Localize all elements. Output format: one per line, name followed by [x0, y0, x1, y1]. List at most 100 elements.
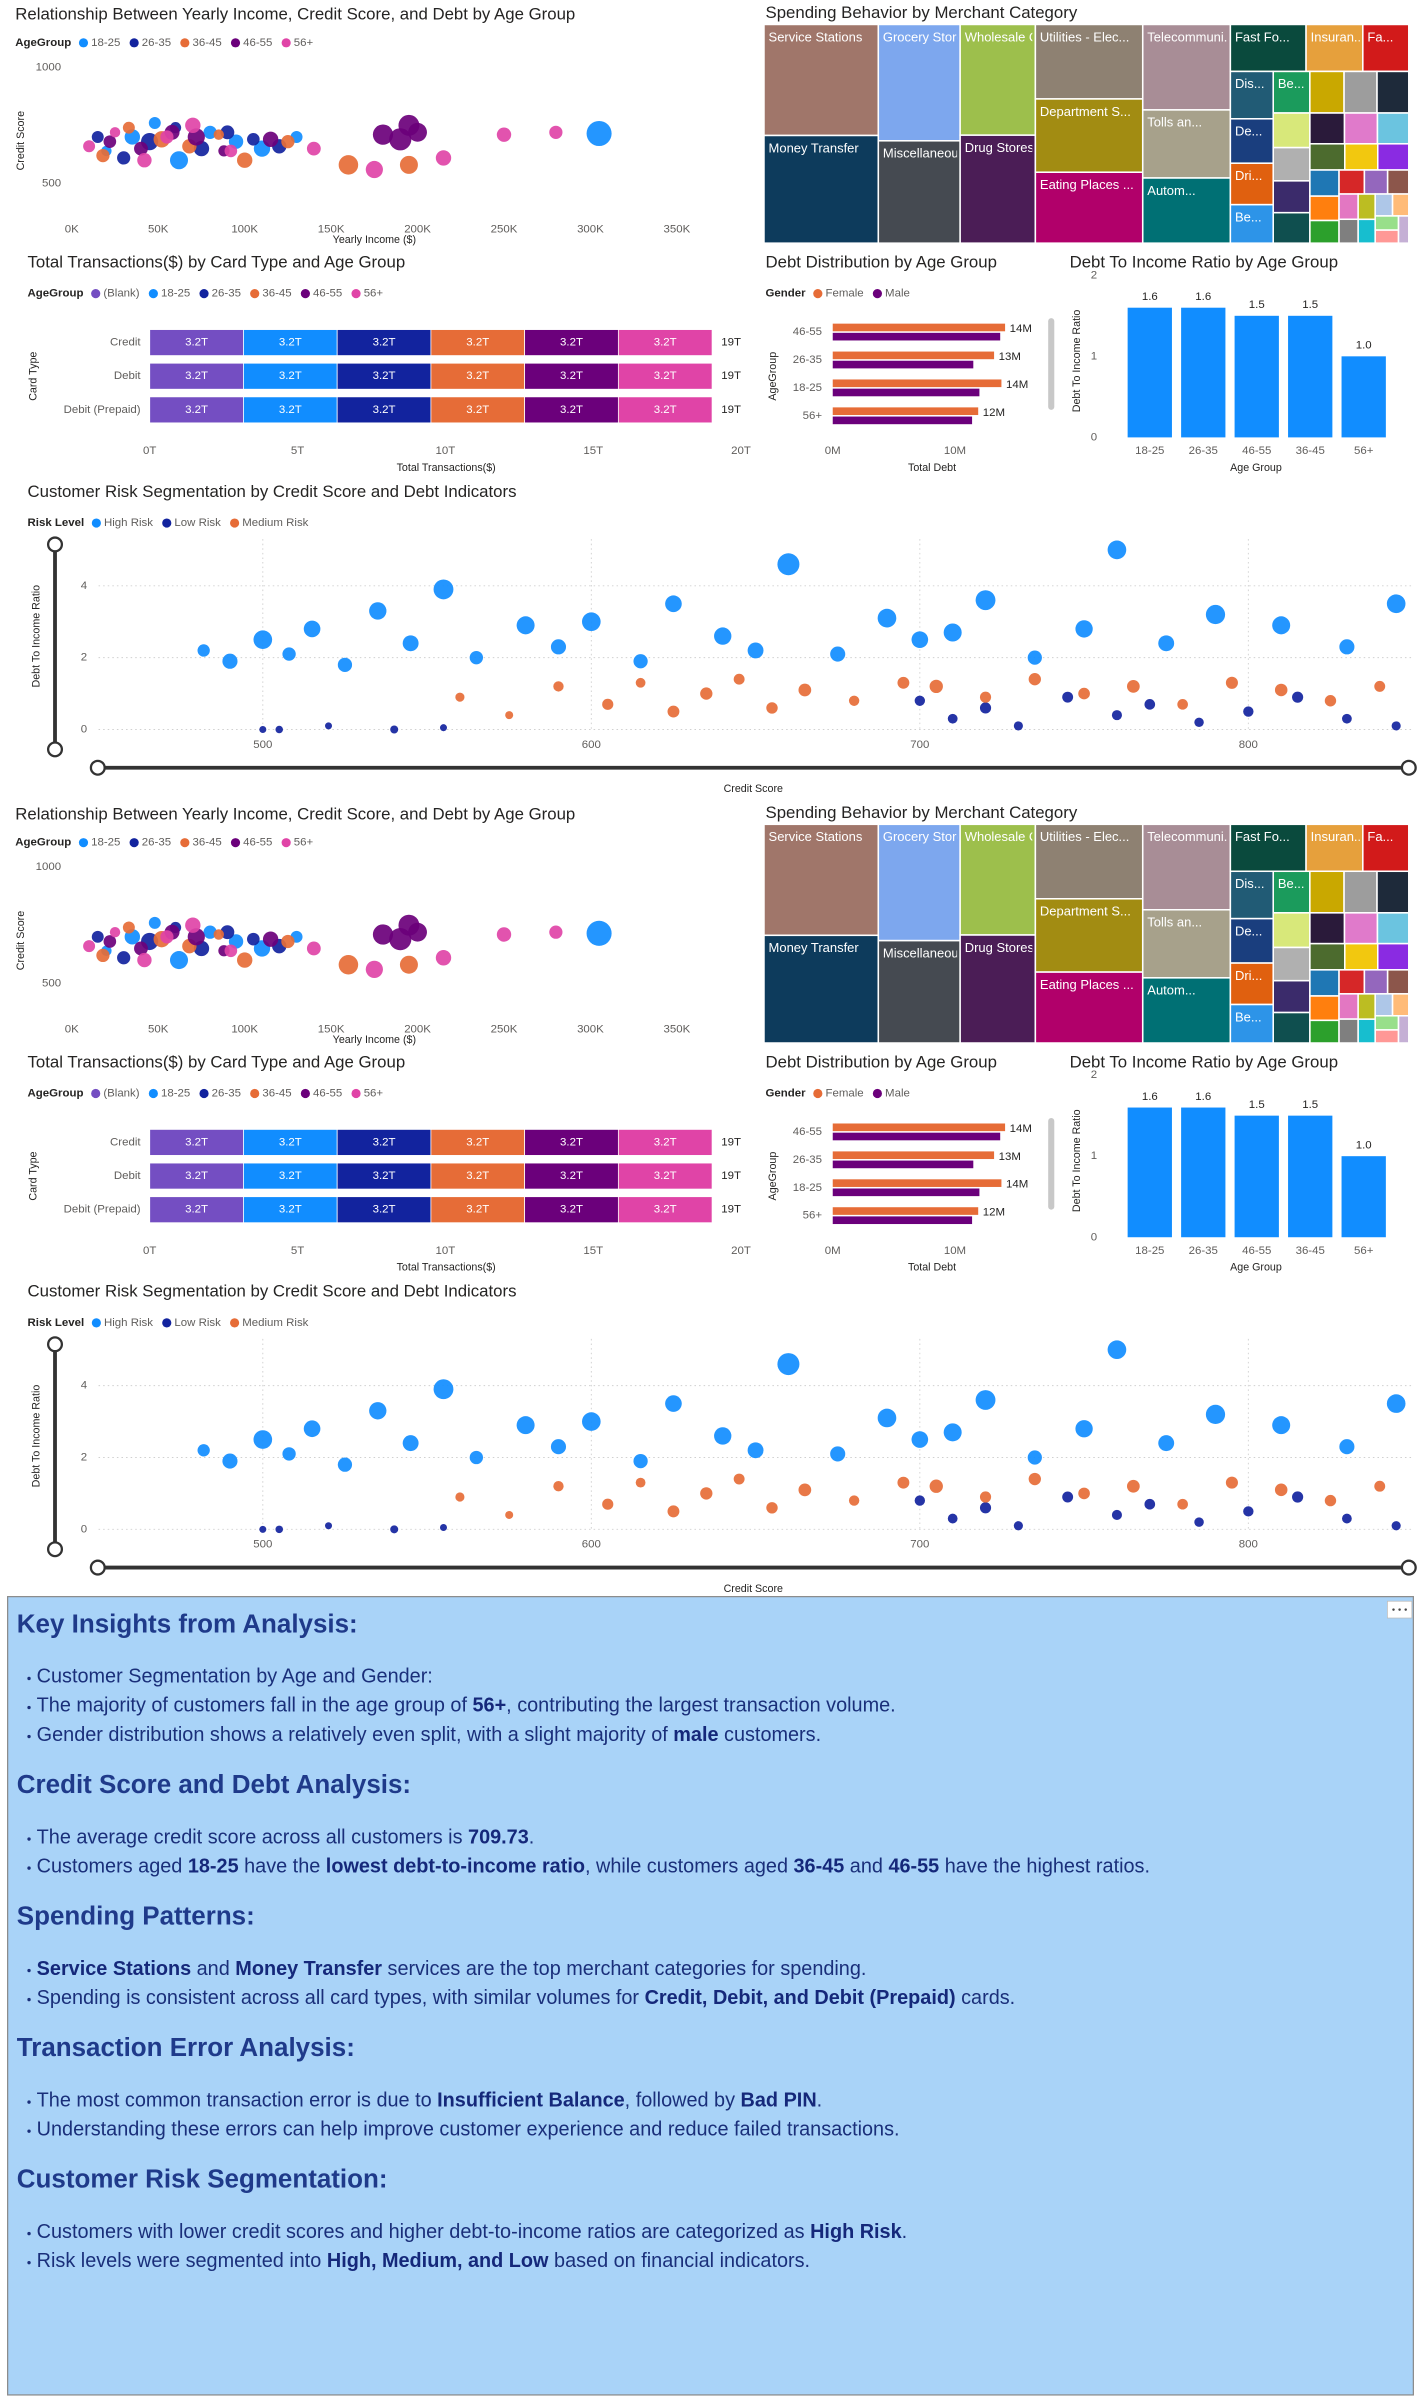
- treemap-tile[interactable]: [1338, 169, 1366, 195]
- treemap-tile[interactable]: [1309, 195, 1340, 222]
- treemap-tile[interactable]: [1391, 993, 1410, 1017]
- treemap-tile[interactable]: [1376, 70, 1410, 114]
- treemap-tile[interactable]: [1309, 169, 1340, 197]
- treemap-tile[interactable]: [1309, 143, 1346, 171]
- treemap-tile[interactable]: [1374, 1029, 1400, 1044]
- treemap-tile[interactable]: [1362, 23, 1410, 73]
- treemap-tile[interactable]: [1376, 870, 1410, 914]
- treemap-tile[interactable]: [1374, 229, 1400, 244]
- treemap-tile[interactable]: [1338, 218, 1359, 244]
- treemap-tile[interactable]: [1397, 215, 1410, 244]
- treemap-tile[interactable]: [1357, 193, 1376, 221]
- bar-segment: [524, 396, 619, 424]
- slider-handle[interactable]: [89, 1559, 106, 1576]
- treemap-tile[interactable]: [1034, 98, 1144, 174]
- treemap-tile[interactable]: [1376, 143, 1410, 171]
- treemap-tile[interactable]: [763, 934, 880, 1044]
- treemap-tile[interactable]: [1376, 942, 1410, 971]
- treemap-tile[interactable]: [1229, 162, 1274, 206]
- treemap-tile[interactable]: [1338, 1018, 1359, 1044]
- treemap-tile[interactable]: [1386, 969, 1410, 995]
- treemap-tile[interactable]: [1343, 870, 1378, 914]
- treemap-tile[interactable]: [1338, 193, 1359, 221]
- treemap-tile[interactable]: [1272, 70, 1311, 114]
- treemap-tile[interactable]: [1357, 1018, 1376, 1044]
- treemap-tile[interactable]: [1229, 917, 1274, 964]
- treemap-tile[interactable]: [1309, 112, 1346, 145]
- treemap-tile[interactable]: [1272, 211, 1311, 244]
- treemap-tile[interactable]: [1391, 193, 1410, 217]
- treemap-tile[interactable]: [1309, 219, 1340, 244]
- treemap-tile[interactable]: [877, 939, 961, 1044]
- treemap-tile[interactable]: [1357, 218, 1376, 244]
- x-axis-title: Total Transactions($): [397, 1262, 496, 1274]
- treemap-tile[interactable]: [1338, 993, 1359, 1020]
- treemap-tile[interactable]: [1141, 977, 1232, 1044]
- treemap-tile[interactable]: [1141, 109, 1232, 179]
- treemap-tile[interactable]: [1272, 912, 1311, 949]
- treemap-tile[interactable]: [1309, 912, 1346, 945]
- treemap-tile[interactable]: [1363, 169, 1389, 195]
- treemap-tile[interactable]: [1343, 112, 1379, 145]
- treemap-tile[interactable]: [1229, 962, 1274, 1006]
- treemap-tile[interactable]: [1305, 823, 1364, 873]
- treemap-tile[interactable]: [1309, 995, 1340, 1022]
- slider-handle[interactable]: [46, 1336, 64, 1353]
- treemap-tile[interactable]: [959, 934, 1037, 1044]
- treemap-tile[interactable]: [1034, 171, 1144, 244]
- treemap-tile[interactable]: [763, 823, 880, 937]
- bullet: [27, 1968, 31, 1973]
- treemap-tile[interactable]: [1272, 180, 1311, 214]
- data-point: [435, 150, 452, 166]
- treemap-tile[interactable]: [1363, 969, 1389, 995]
- treemap-tile[interactable]: [1397, 1015, 1410, 1044]
- slider-handle[interactable]: [46, 741, 64, 758]
- treemap-tile[interactable]: [1309, 70, 1345, 114]
- treemap-tile[interactable]: [1272, 946, 1311, 982]
- treemap-tile[interactable]: [1374, 1015, 1400, 1031]
- slider-handle[interactable]: [46, 1541, 64, 1558]
- treemap-tile[interactable]: [1272, 112, 1311, 149]
- scrollbar[interactable]: [1048, 1117, 1055, 1210]
- slider-handle[interactable]: [1400, 1559, 1417, 1576]
- treemap-tile[interactable]: [1034, 823, 1144, 900]
- treemap-tile[interactable]: [877, 823, 961, 942]
- treemap-tile[interactable]: [1343, 70, 1378, 114]
- treemap-tile[interactable]: [1309, 1019, 1340, 1044]
- scrollbar[interactable]: [1048, 318, 1055, 410]
- slider-handle[interactable]: [46, 536, 64, 553]
- treemap-tile[interactable]: [1374, 993, 1394, 1017]
- more-options[interactable]: [1387, 1600, 1413, 1619]
- y-tick-label: 4: [81, 580, 88, 592]
- treemap-tile[interactable]: [1305, 23, 1364, 73]
- treemap-tile[interactable]: [1229, 203, 1274, 244]
- treemap-tile[interactable]: [1374, 215, 1400, 231]
- treemap-tile[interactable]: [1229, 870, 1274, 920]
- treemap-tile[interactable]: [1034, 971, 1144, 1044]
- treemap-tile[interactable]: [1344, 942, 1379, 971]
- treemap-tile[interactable]: [1376, 112, 1410, 145]
- treemap-tile[interactable]: [959, 134, 1037, 244]
- treemap-tile[interactable]: [1309, 942, 1346, 971]
- treemap-tile[interactable]: [1338, 969, 1366, 995]
- treemap-tile[interactable]: [1272, 870, 1311, 914]
- treemap-tile[interactable]: [1229, 823, 1307, 873]
- treemap-tile[interactable]: [1344, 143, 1379, 171]
- treemap-tile[interactable]: [1376, 912, 1410, 945]
- treemap-tile[interactable]: [1272, 146, 1311, 182]
- slider-handle[interactable]: [1400, 759, 1417, 776]
- chart-title: Total Transactions($) by Card Type and A…: [28, 252, 406, 271]
- treemap-tile[interactable]: [1374, 193, 1394, 217]
- treemap-tile[interactable]: [1272, 979, 1311, 1014]
- treemap-tile[interactable]: [1229, 1003, 1274, 1044]
- treemap-tile[interactable]: [1309, 969, 1340, 997]
- treemap-tile[interactable]: [1343, 912, 1379, 945]
- treemap-tile[interactable]: [1141, 908, 1232, 979]
- slider-handle[interactable]: [89, 759, 106, 776]
- treemap-tile[interactable]: [1309, 870, 1345, 914]
- treemap-tile[interactable]: [877, 140, 961, 244]
- treemap-tile[interactable]: [1357, 993, 1376, 1020]
- treemap-tile[interactable]: [1386, 169, 1410, 195]
- treemap-tile[interactable]: [1141, 177, 1232, 244]
- treemap-tile[interactable]: [1272, 1011, 1311, 1044]
